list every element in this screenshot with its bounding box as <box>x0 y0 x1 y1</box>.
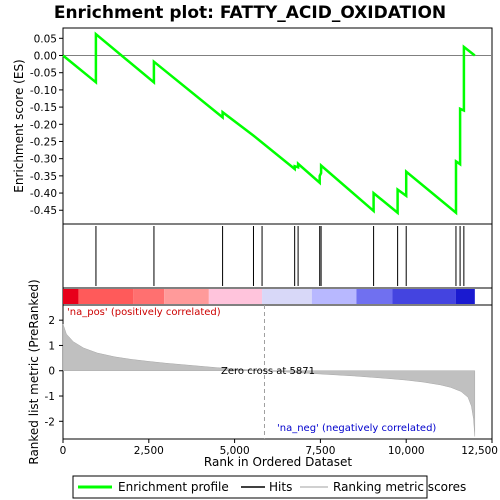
rank-y-axis-label: Ranked list metric (PreRanked) <box>27 279 41 464</box>
enrichment-profile-panel: 0.05 0.00 -0.05 -0.10 -0.15 -0.20 -0.25 -0.30 -0… <box>12 27 493 225</box>
rank-y-tick-label: 1 <box>48 340 55 352</box>
heatbar-segment <box>311 289 357 304</box>
heatbar-segment <box>392 289 456 304</box>
rank-y-tick-label: -1 <box>45 391 55 403</box>
rank-y-ticks: 2 1 0 -1 -2 <box>45 315 63 428</box>
es-y-tick-label: -0.05 <box>30 68 57 80</box>
heatbar-segment <box>164 289 209 304</box>
heatbar-segment <box>63 289 79 304</box>
heatbar-segment <box>208 289 263 304</box>
hit-lines <box>95 226 465 286</box>
rank-x-tick-label: 5,000 <box>220 445 250 457</box>
es-y-tick-label: 0.05 <box>34 33 57 45</box>
rank-y-tick-label: -2 <box>45 416 55 428</box>
heatbar-segment <box>455 289 475 304</box>
rank-x-ticks: 0 2,500 5,000 7,500 10,000 12,500 <box>60 439 498 457</box>
heatbar-segment <box>262 289 312 304</box>
enrichment-profile-frame <box>62 27 493 225</box>
es-y-tick-label: -0.20 <box>30 119 57 131</box>
rank-x-tick-label: 12,500 <box>461 445 498 457</box>
rank-x-axis-label: Rank in Ordered Dataset <box>204 455 352 469</box>
rank-y-tick-label: 0 <box>48 366 55 378</box>
chart-title: Enrichment plot: FATTY_ACID_OXIDATION <box>54 3 446 23</box>
es-y-tick-label: -0.15 <box>30 102 57 114</box>
es-y-tick-label: -0.35 <box>30 171 57 183</box>
heatbar-segment <box>133 289 165 304</box>
rank-x-tick-label: 0 <box>60 445 67 457</box>
ranking-metric-area <box>62 323 476 437</box>
heatbar-segment <box>78 289 134 304</box>
hits-frame <box>62 223 493 289</box>
rank-y-tick-label: 2 <box>48 315 55 327</box>
legend: Enrichment profile Hits Ranking metric s… <box>72 475 466 499</box>
es-y-tick-label: -0.25 <box>30 136 57 148</box>
heatbar-segments <box>63 289 475 304</box>
ranking-heatbar-panel <box>62 287 493 306</box>
es-y-tick-label: 0.00 <box>34 51 57 63</box>
es-y-ticks: 0.05 0.00 -0.05 -0.10 -0.15 -0.20 -0.25 -0.30 -0… <box>30 33 63 217</box>
zero-cross-label: Zero cross at 5871 <box>221 366 315 377</box>
rank-x-tick-label: 2,500 <box>134 445 164 457</box>
rank-x-tick-label: 7,500 <box>305 445 335 457</box>
es-y-tick-label: -0.30 <box>30 154 57 166</box>
heatbar-segment <box>356 289 393 304</box>
hits-panel <box>62 223 493 289</box>
positive-correlation-label: 'na_pos' (positively correlated) <box>67 307 221 318</box>
rank-x-tick-label: 10,000 <box>388 445 425 457</box>
es-y-tick-label: -0.10 <box>30 85 57 97</box>
negative-correlation-label: 'na_neg' (negatively correlated) <box>277 423 436 434</box>
enrichment-profile-line <box>62 31 476 216</box>
es-y-tick-label: -0.45 <box>30 205 57 217</box>
es-y-tick-label: -0.40 <box>30 188 57 200</box>
ranked-metric-panel: 2 1 0 -1 -2 0 2,500 5,000 7,500 10,000 12,500 'na… <box>27 279 498 469</box>
legend-hits-label: Hits <box>269 480 292 494</box>
legend-profile-label: Enrichment profile <box>118 480 229 494</box>
legend-ranking-label: Ranking metric scores <box>333 480 466 494</box>
es-y-axis-label: Enrichment score (ES) <box>12 59 26 192</box>
